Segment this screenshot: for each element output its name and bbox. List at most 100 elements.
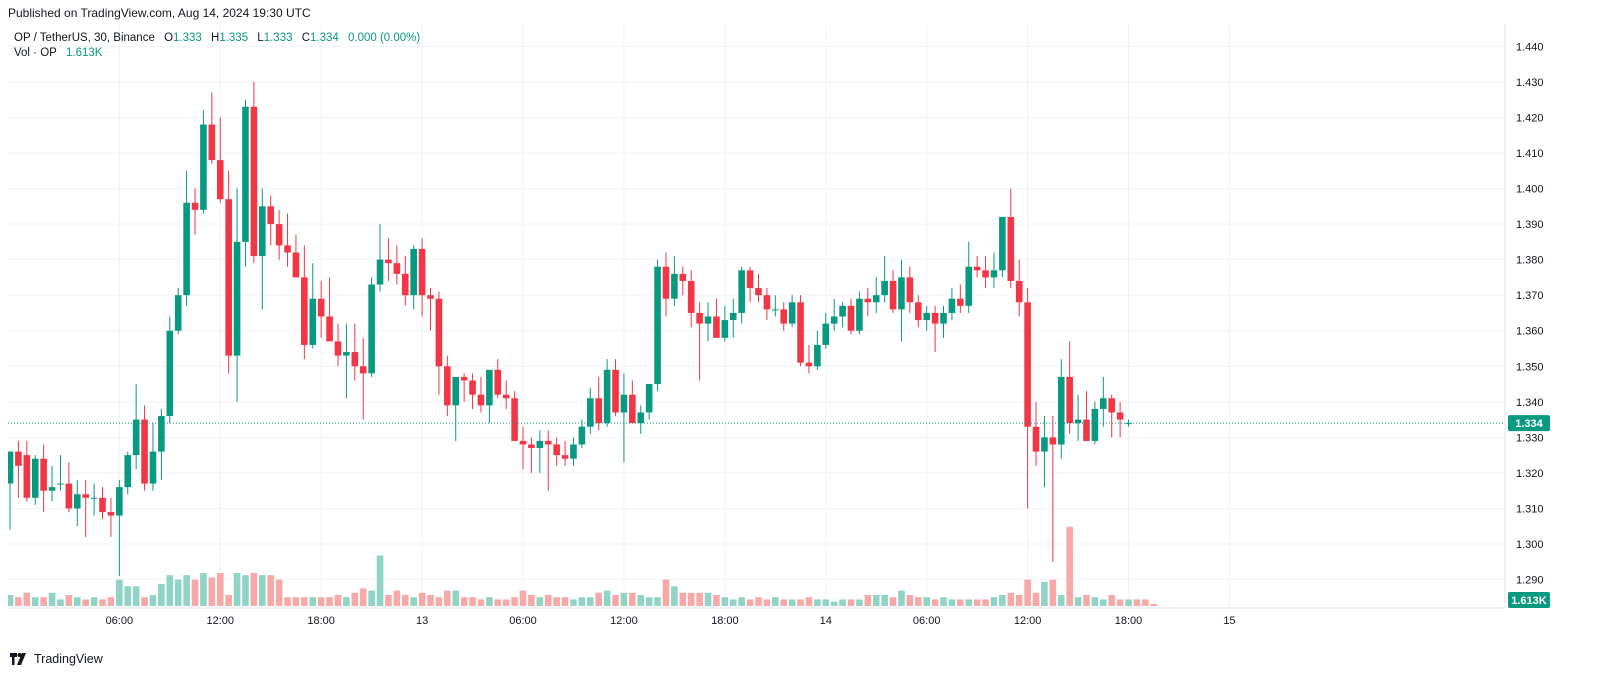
y-tick-label: 1.320 [1516, 468, 1544, 480]
volume-bar [216, 573, 224, 606]
candle-body [704, 316, 712, 324]
candle-body [385, 259, 392, 264]
volume-bar [864, 595, 872, 606]
candle-body [486, 369, 493, 406]
candle-body [965, 266, 973, 306]
high-label: H [211, 32, 220, 44]
volume-bar [1041, 581, 1048, 606]
candle-body [906, 277, 914, 303]
y-tick-label: 1.380 [1516, 255, 1544, 267]
volume-bar [309, 597, 317, 606]
volume-bar [494, 599, 502, 606]
volume-bar [242, 575, 249, 606]
volume-bar [469, 597, 476, 606]
candle-body [1049, 437, 1057, 445]
x-tick-label: 18:00 [307, 615, 335, 627]
candle-body [687, 280, 695, 313]
candle-body [1108, 398, 1116, 413]
volume-bar [889, 597, 897, 606]
volume-bar [629, 592, 636, 606]
candle-body [48, 487, 56, 491]
volume-bar [696, 592, 703, 606]
volume-bar [923, 597, 930, 606]
x-tick-label: 06:00 [106, 615, 134, 627]
volume-bar [814, 599, 821, 606]
volume-bar [679, 592, 687, 606]
chart-area[interactable]: 1.290 1.300 1.310 1.320 1.330 1.340 1.350 1.360… [6, 25, 1600, 637]
volume-bar [166, 575, 174, 606]
candlestick-chart[interactable]: 1.290 1.300 1.310 1.320 1.330 1.340 1.350 1.360… [6, 25, 1600, 637]
volume-bar [40, 597, 47, 606]
volume-bar [561, 597, 569, 606]
volume-bar [990, 597, 998, 606]
volume-bar [107, 597, 115, 606]
volume-bar [536, 597, 544, 606]
candle-body [393, 263, 401, 274]
y-tick-label: 1.410 [1516, 148, 1544, 160]
volume-bar [772, 597, 779, 606]
candle-body [73, 494, 81, 509]
volume-bar [99, 599, 106, 606]
volume-bar [839, 599, 846, 606]
volume-bar [444, 590, 451, 606]
volume-bar [57, 599, 64, 606]
volume-bar [830, 601, 838, 606]
high-value: 1.335 [219, 32, 249, 44]
volume-bar [788, 599, 796, 606]
candle-body [999, 216, 1006, 271]
candle-body [99, 497, 106, 513]
volume-bar [847, 599, 855, 606]
volume-bar [418, 592, 426, 606]
candle-body [645, 384, 653, 413]
volume-bar [486, 597, 493, 606]
volume-bar [1142, 599, 1149, 606]
candle-body [343, 352, 350, 356]
candle-body [275, 224, 283, 246]
volume-bar [191, 579, 199, 606]
x-tick-label: 18:00 [1115, 615, 1143, 627]
volume-bar [351, 592, 359, 606]
volume-bar [82, 599, 89, 606]
volume-bar [973, 599, 981, 606]
volume-bar [511, 597, 518, 606]
candle-body [149, 451, 157, 484]
candle-body [435, 298, 443, 367]
volume-bar [225, 595, 232, 606]
candle-body [544, 440, 552, 445]
candle-body [40, 458, 47, 491]
volume-bar [460, 597, 468, 606]
volume-bar [797, 599, 804, 606]
candle-body [284, 245, 291, 253]
volume-bar [780, 599, 788, 606]
candle-body [755, 288, 762, 296]
volume-bar [452, 590, 460, 606]
chart-legend: OP / TetherUS, 30, Binance O1.333 H1.335… [14, 31, 420, 61]
candle-body [898, 277, 905, 310]
low-label: L [257, 32, 264, 44]
last-volume-badge [1508, 592, 1550, 608]
candle-body [309, 298, 317, 345]
candle-body [586, 398, 594, 427]
candle-body [23, 455, 31, 498]
volume-bar [1125, 599, 1132, 606]
volume-bar [116, 579, 123, 606]
candle-body [460, 376, 468, 381]
candle-body [797, 302, 804, 363]
volume-bar [755, 597, 762, 606]
open-label: O [164, 32, 174, 44]
candle-body [856, 298, 863, 331]
volume-bar [401, 595, 409, 606]
volume-bar [1083, 595, 1090, 606]
published-caption: Published on TradingView.com, Aug 14, 20… [8, 6, 311, 20]
volume-bar [931, 599, 939, 606]
candle-body [359, 366, 367, 374]
candle-body [713, 316, 720, 338]
candle-body [410, 248, 417, 296]
candle-body [208, 124, 216, 161]
price-legend-row: OP / TetherUS, 30, Binance O1.333 H1.335… [14, 31, 420, 46]
open-value: 1.333 [173, 32, 202, 44]
candle-body [872, 295, 880, 303]
volume-bar [586, 597, 594, 606]
volume-bar [738, 597, 745, 606]
close-value: 1.334 [310, 32, 339, 44]
